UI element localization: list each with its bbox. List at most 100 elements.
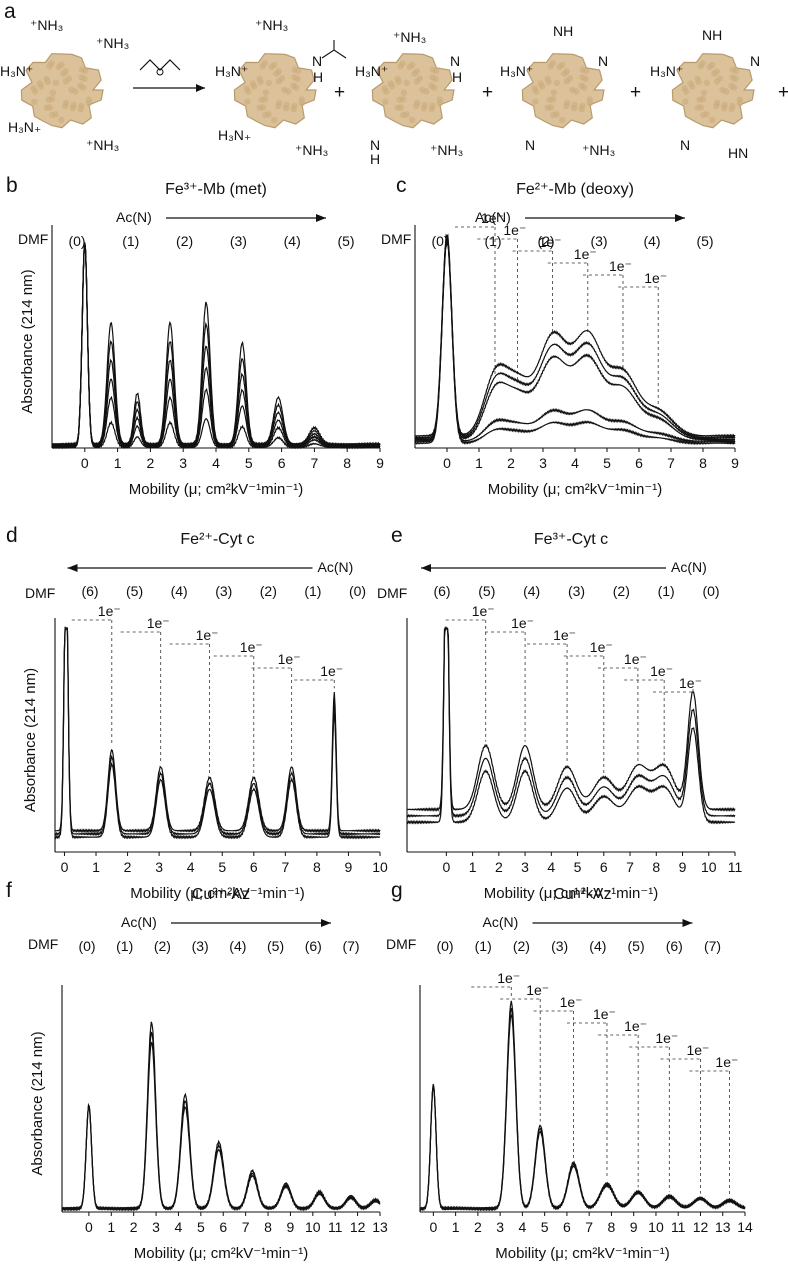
direction-label-e: Ac(N) xyxy=(671,559,707,575)
surface-texture xyxy=(258,96,265,103)
surface-texture xyxy=(728,106,735,113)
electron-label-d-2: 1e⁻ xyxy=(147,615,170,631)
state-label-f-4: (4) xyxy=(229,938,246,954)
state-label-f-2: (2) xyxy=(154,938,171,954)
x-tick-label-c-5: 5 xyxy=(603,455,611,471)
x-tick-label-f-11: 11 xyxy=(328,1219,343,1235)
p4-amide-bottom: HN xyxy=(728,145,748,161)
x-tick-label-d-4: 4 xyxy=(187,859,195,875)
x-tick-label-c-8: 8 xyxy=(699,455,707,471)
trace-g-1 xyxy=(419,1007,746,1211)
x-tick-label-f-5: 5 xyxy=(197,1219,205,1235)
direction-label-g: Ac(N) xyxy=(483,914,519,930)
x-tick-label-b-4: 4 xyxy=(212,455,220,471)
protein-ac1 xyxy=(233,53,317,129)
x-tick-label-d-0: 0 xyxy=(61,859,69,875)
surface-texture xyxy=(531,85,538,92)
chart-panel-e: e Fe³⁺-Cyt c Ac(N) DMF (6) (5) (4) (3) (2) (1) (0)… xyxy=(377,524,742,902)
electron-label-e-4: 1e⁻ xyxy=(590,639,613,655)
panel-letter-g: g xyxy=(391,879,403,902)
protein-ac3 xyxy=(521,53,605,129)
surface-texture xyxy=(559,116,566,124)
x-tick-label-g-10: 10 xyxy=(648,1219,664,1235)
state-label-e-0: (6) xyxy=(433,583,450,599)
surface-texture xyxy=(573,88,580,95)
state-label-b-5: (5) xyxy=(337,233,354,249)
trace-c-2 xyxy=(414,234,736,442)
surface-texture xyxy=(696,96,703,103)
plus-4: + xyxy=(778,82,788,103)
surface-texture xyxy=(62,102,69,110)
p4-amide-n: N xyxy=(750,53,760,69)
x-tick-label-e-6: 6 xyxy=(600,859,608,875)
state-label-f-0: (0) xyxy=(78,938,95,954)
surface-texture xyxy=(298,100,306,107)
surface-texture xyxy=(736,100,744,107)
surface-texture xyxy=(433,67,440,75)
state-label-f-6: (6) xyxy=(305,938,322,954)
state-label-b-3: (3) xyxy=(230,233,247,249)
surface-texture xyxy=(413,68,420,75)
x-tick-label-e-9: 9 xyxy=(679,859,687,875)
p1-amine-bot: H₃N₊ xyxy=(218,127,251,143)
x-tick-label-b-9: 9 xyxy=(376,455,384,471)
surface-texture xyxy=(553,79,560,87)
p2-amide-h: H xyxy=(452,69,462,85)
direction-label-f: Ac(N) xyxy=(121,914,157,930)
trace-e-2 xyxy=(406,627,736,825)
x-tick-label-g-14: 14 xyxy=(737,1219,753,1235)
dmf-label-e: DMF xyxy=(377,585,407,601)
x-tick-label-g-4: 4 xyxy=(518,1219,526,1235)
chart-title-b: Fe³⁺-Mb (met) xyxy=(165,181,267,198)
x-tick-label-f-6: 6 xyxy=(219,1219,227,1235)
protein-native xyxy=(20,53,104,129)
state-label-g-3: (3) xyxy=(551,938,568,954)
x-tick-label-b-1: 1 xyxy=(114,455,122,471)
trace-b-1 xyxy=(51,242,381,447)
surface-texture xyxy=(43,104,50,111)
state-label-d-5: (1) xyxy=(304,583,321,599)
trace-f-2 xyxy=(61,1041,381,1212)
state-label-d-3: (3) xyxy=(215,583,232,599)
surface-texture xyxy=(36,80,43,87)
surface-texture xyxy=(403,79,410,87)
surface-texture xyxy=(703,79,710,87)
x-tick-label-g-5: 5 xyxy=(541,1219,549,1235)
surface-texture xyxy=(282,105,290,112)
surface-texture xyxy=(49,111,56,119)
y-axis-label-b: Absorbance (214 nm) xyxy=(19,269,36,413)
panel-a-scheme: a ⁺NH₃⁺NH₃H₃N⁺H₃N₊⁺NH₃⁺NH₃H₃N⁺H₃N₊⁺NH₃NH… xyxy=(0,0,788,167)
p4-amine-left: H₃N⁺ xyxy=(650,63,683,79)
x-tick-label-c-7: 7 xyxy=(667,455,675,471)
surface-texture xyxy=(285,88,292,95)
state-label-e-6: (0) xyxy=(702,583,719,599)
surface-texture xyxy=(436,100,444,107)
surface-texture xyxy=(550,111,557,119)
surface-texture xyxy=(563,68,570,75)
p2-amine-br: ⁺NH₃ xyxy=(430,142,463,158)
surface-texture xyxy=(713,102,720,110)
x-tick-label-g-3: 3 xyxy=(496,1219,504,1235)
surface-texture xyxy=(583,67,590,75)
state-label-f-5: (5) xyxy=(267,938,284,954)
x-tick-label-g-1: 1 xyxy=(452,1219,460,1235)
reaction-arrow-head xyxy=(196,84,205,92)
x-tick-label-e-0: 0 xyxy=(442,859,450,875)
state-label-d-4: (2) xyxy=(260,583,277,599)
surface-texture xyxy=(262,111,269,119)
electron-label-d-3: 1e⁻ xyxy=(196,627,219,643)
state-label-c-4: (4) xyxy=(643,233,660,249)
surface-texture xyxy=(81,75,88,83)
surface-texture xyxy=(49,89,57,96)
direction-arrow-head-b xyxy=(316,214,326,222)
surface-texture xyxy=(62,68,69,75)
electron-label-d-5: 1e⁻ xyxy=(278,651,301,667)
surface-texture xyxy=(732,75,739,83)
surface-texture xyxy=(681,85,688,92)
chart-title-g: Cu¹⁺-Az xyxy=(553,886,611,903)
panel-a-letter: a xyxy=(4,0,16,23)
trace-c-1 xyxy=(414,235,736,440)
dmf-label-b: DMF xyxy=(18,231,48,247)
electron-label-e-3: 1e⁻ xyxy=(553,627,576,643)
surface-texture xyxy=(394,75,401,83)
